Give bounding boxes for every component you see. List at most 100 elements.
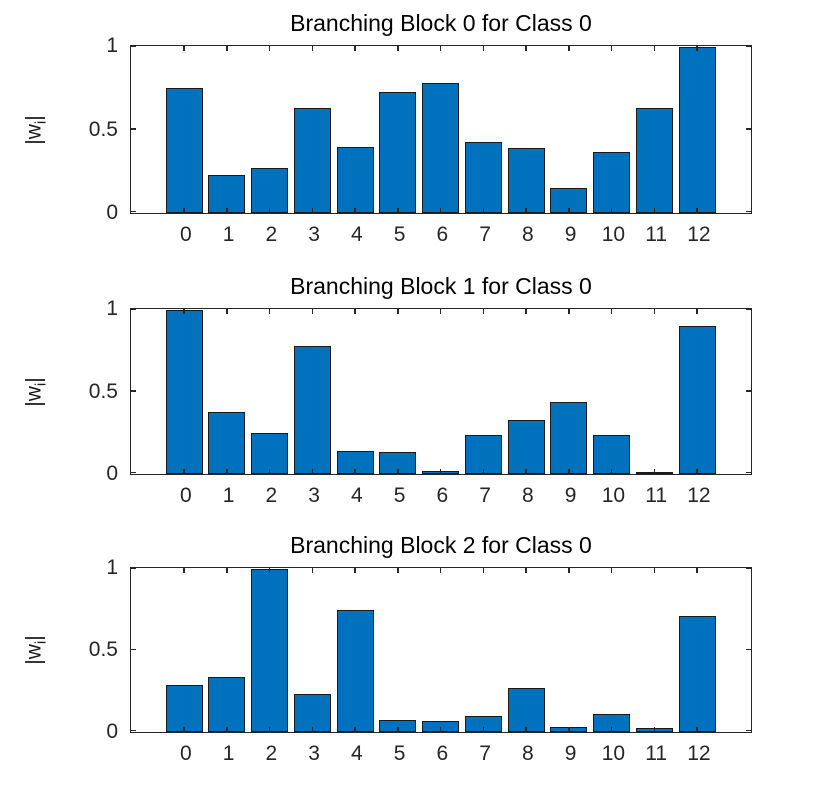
x-tick-bottom	[568, 727, 570, 732]
x-tick-top	[568, 46, 570, 51]
x-tick-bottom	[568, 208, 570, 213]
x-tick-bottom	[397, 208, 399, 213]
x-tick-label: 12	[687, 484, 711, 507]
y-tick-label: 0.5	[88, 117, 118, 141]
y-axis-label-subscript: i	[32, 640, 50, 645]
x-tick-top	[610, 46, 613, 51]
x-tick-label: 4	[351, 223, 363, 246]
y-tick-label: 0	[106, 461, 118, 485]
x-tick-top	[354, 568, 356, 573]
y-tick-left	[131, 128, 136, 130]
bar-3	[293, 694, 331, 732]
bar-3	[293, 346, 331, 474]
y-tick-left	[131, 729, 136, 732]
x-tick-bottom	[696, 208, 698, 213]
x-tick-bottom	[354, 208, 356, 213]
x-tick-top	[268, 46, 271, 51]
x-tick-top	[397, 309, 399, 314]
y-axis-label-text: |	[22, 376, 46, 383]
bar-6	[422, 83, 460, 213]
x-tick-label: 2	[265, 742, 278, 765]
x-tick-top	[568, 568, 570, 573]
y-axis-label-text: |w	[22, 385, 46, 407]
x-tick-top	[354, 46, 356, 51]
y-axis-label-text: |	[22, 114, 46, 121]
x-tick-bottom	[610, 208, 613, 213]
x-tick-label: 3	[308, 742, 320, 765]
x-tick-bottom	[311, 208, 314, 213]
x-tick-top	[653, 568, 656, 573]
x-tick-top	[653, 46, 656, 51]
x-tick-top	[183, 568, 185, 573]
x-tick-label: 4	[351, 742, 363, 765]
y-tick-right	[746, 729, 751, 732]
y-axis-label: |wi|	[22, 635, 49, 664]
subplot-title: Branching Block 0 for Class 0	[290, 10, 592, 36]
bar-0	[165, 685, 203, 732]
y-tick-right	[746, 648, 751, 651]
x-tick-top	[311, 568, 314, 573]
x-tick-bottom	[568, 469, 570, 474]
y-tick-label: 1	[106, 34, 118, 58]
x-tick-label: 5	[393, 223, 406, 246]
x-tick-label: 8	[522, 742, 534, 765]
x-tick-top	[610, 568, 613, 573]
x-tick-top	[696, 46, 698, 51]
y-tick-right	[746, 390, 751, 392]
x-tick-label: 6	[436, 742, 449, 765]
x-tick-label: 10	[601, 484, 626, 507]
x-tick-label: 10	[601, 223, 626, 246]
y-tick-label: 1	[106, 297, 118, 321]
y-tick-right	[746, 309, 751, 311]
x-tick-label: 11	[645, 742, 668, 765]
y-tick-label: 0.5	[88, 638, 118, 661]
x-tick-bottom	[311, 469, 314, 474]
x-tick-bottom	[183, 727, 185, 732]
x-tick-bottom	[268, 469, 271, 474]
x-tick-bottom	[354, 727, 356, 732]
subplot-title: Branching Block 1 for Class 0	[290, 273, 592, 299]
plot-area	[130, 45, 752, 214]
bar-2	[251, 168, 289, 213]
x-tick-top	[354, 309, 356, 314]
x-tick-top	[525, 568, 527, 573]
bar-10	[593, 152, 631, 213]
x-tick-label: 1	[222, 484, 235, 507]
x-tick-label: 6	[436, 484, 449, 507]
bar-5	[379, 92, 417, 213]
x-tick-bottom	[610, 727, 613, 732]
x-tick-bottom	[525, 727, 527, 732]
x-tick-bottom	[311, 727, 314, 732]
x-tick-top	[268, 309, 271, 314]
x-tick-bottom	[482, 208, 485, 213]
bar-12	[678, 326, 716, 474]
x-tick-label: 4	[351, 484, 363, 507]
x-tick-label: 8	[522, 484, 534, 507]
x-tick-bottom	[397, 727, 399, 732]
x-tick-top	[696, 568, 698, 573]
x-tick-top	[482, 46, 485, 51]
y-tick-right	[746, 471, 751, 474]
x-tick-top	[397, 46, 399, 51]
y-axis-label-subscript: i	[32, 120, 50, 124]
bar-8	[507, 148, 545, 213]
x-tick-top	[568, 309, 570, 314]
y-tick-left	[131, 471, 136, 474]
bar-1	[208, 412, 246, 474]
y-tick-right	[746, 128, 751, 130]
x-tick-bottom	[525, 469, 527, 474]
y-tick-label: 0.5	[88, 379, 118, 403]
x-tick-top	[610, 309, 613, 314]
x-tick-label: 3	[308, 223, 320, 246]
x-tick-label: 10	[601, 742, 626, 765]
x-tick-top	[696, 309, 698, 314]
x-tick-top	[525, 46, 527, 51]
plot-area	[130, 567, 752, 733]
x-tick-bottom	[226, 208, 228, 213]
x-tick-top	[268, 568, 271, 573]
x-tick-bottom	[397, 469, 399, 474]
plot-area	[130, 308, 752, 475]
x-tick-bottom	[653, 727, 656, 732]
bar-9	[550, 402, 588, 474]
x-tick-bottom	[183, 469, 185, 474]
